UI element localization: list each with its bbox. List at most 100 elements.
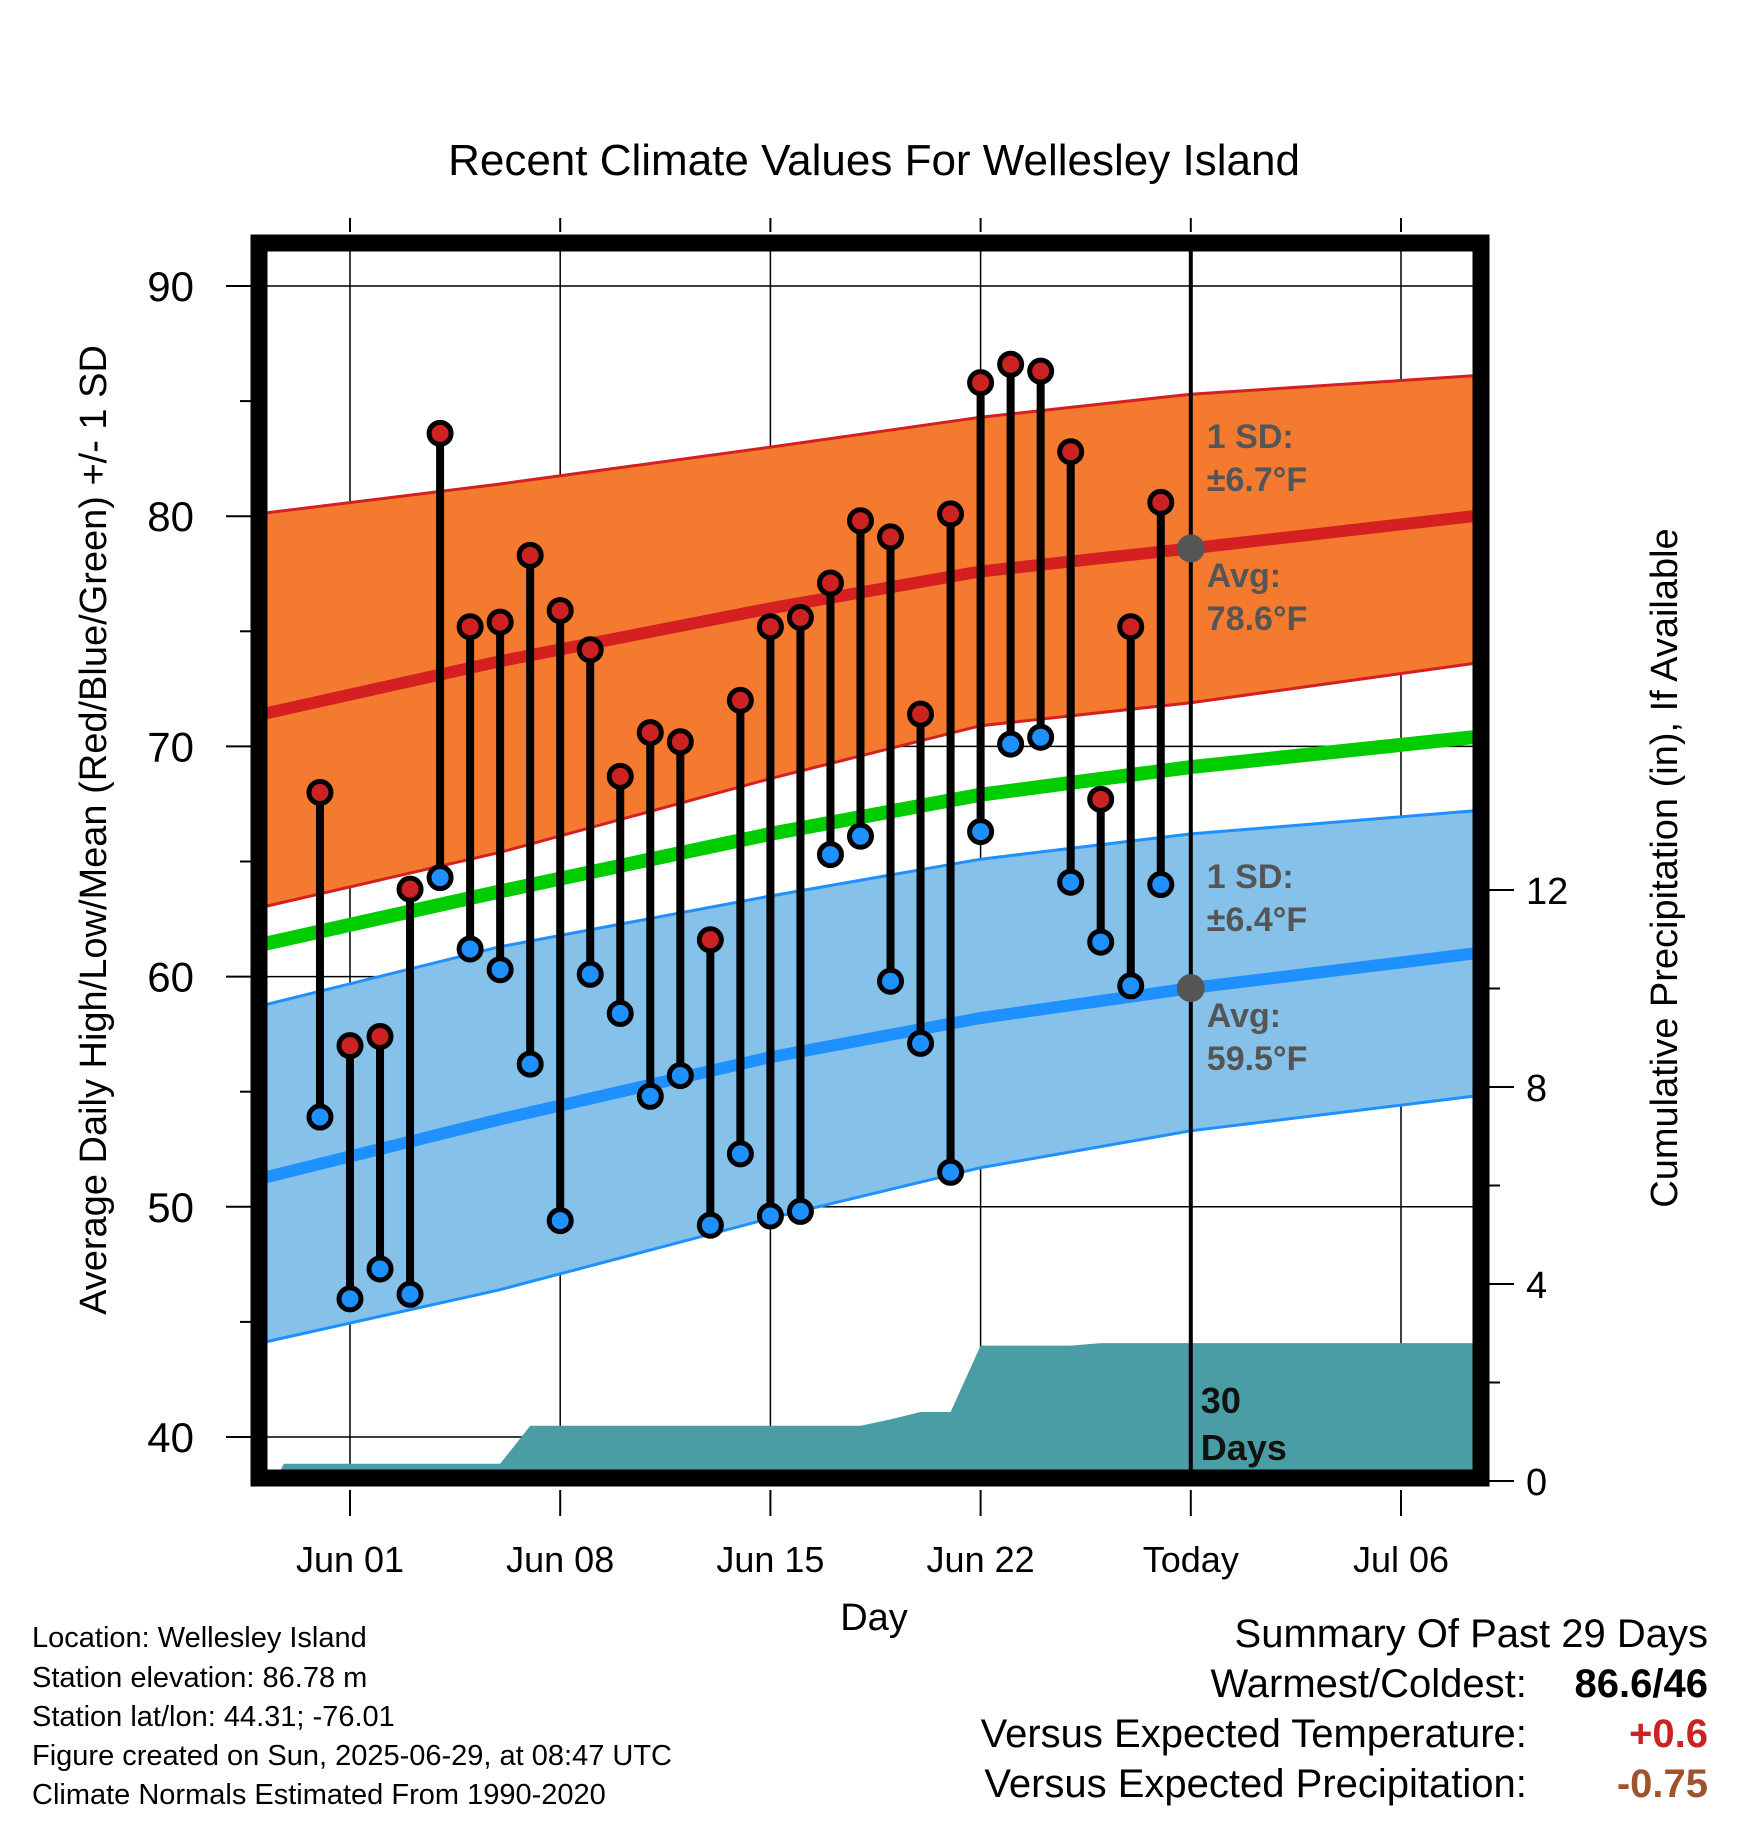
obs-low-point: [366, 1255, 394, 1283]
obs-low-point: [456, 935, 484, 963]
x-tick-label: Jun 08: [506, 1539, 614, 1580]
y2-tick-label: 4: [1526, 1265, 1547, 1307]
obs-high-point: [396, 875, 424, 903]
obs-low-point: [756, 1202, 784, 1230]
obs-low-point: [396, 1280, 424, 1308]
obs-low-point: [997, 730, 1025, 758]
precip-area: [278, 1343, 1474, 1475]
info-latlon: Station lat/lon: 44.31; -76.01: [32, 1701, 395, 1733]
summary-temp-label: Versus Expected Temperature:: [980, 1712, 1527, 1756]
y-tick-label: 60: [147, 954, 194, 1001]
info-created: Figure created on Sun, 2025-06-29, at 08…: [32, 1740, 672, 1772]
obs-high-point: [786, 603, 814, 631]
obs-low-point: [1147, 871, 1175, 899]
y-tick-label: 90: [147, 263, 194, 310]
x-tick-label: Jun 01: [296, 1539, 404, 1580]
obs-low-point: [576, 960, 604, 988]
obs-high-point: [696, 926, 724, 954]
low-avg-title: Avg:: [1207, 997, 1281, 1035]
obs-high-point: [967, 369, 995, 397]
high-avg-title: Avg:: [1207, 557, 1281, 595]
obs-high-point: [456, 613, 484, 641]
y-tick-label: 70: [147, 723, 194, 770]
low-sd-lower-line: [262, 1094, 1474, 1345]
y-axis-label: Average Daily High/Low/Mean (Red/Blue/Gr…: [73, 345, 115, 1315]
obs-low-point: [786, 1197, 814, 1225]
obs-high-point: [997, 350, 1025, 378]
obs-low-point: [1057, 868, 1085, 896]
obs-high-point: [1057, 438, 1085, 466]
high-avg-value: 78.6°F: [1207, 600, 1308, 638]
obs-high-point: [756, 613, 784, 641]
normal-low-line: [262, 947, 1474, 1185]
x-tick-label: Today: [1143, 1539, 1239, 1580]
high-sd-value: ±6.7°F: [1207, 461, 1307, 499]
summary-temp-value: +0.6: [1629, 1712, 1708, 1756]
x-axis-label: Day: [840, 1597, 908, 1639]
obs-high-point: [426, 419, 454, 447]
y2-axis-label: Cumulative Precipitation (in), If Availa…: [1644, 528, 1686, 1207]
obs-low-point: [937, 1158, 965, 1186]
chart-title: Recent Climate Values For Wellesley Isla…: [448, 136, 1300, 185]
y2-tick-label: 12: [1526, 871, 1568, 913]
plot-frame: [250, 234, 1490, 1487]
obs-high-point: [516, 541, 544, 569]
obs-low-point: [696, 1211, 724, 1239]
obs-high-point: [1117, 613, 1145, 641]
obs-high-point: [546, 597, 574, 625]
summary-warmest-row: Warmest/Coldest: 86.6/46: [1211, 1662, 1709, 1707]
summary-precip-label: Versus Expected Precipitation:: [984, 1762, 1527, 1806]
obs-low-point: [516, 1050, 544, 1078]
y-tick-label: 50: [147, 1184, 194, 1231]
obs-high-point: [877, 523, 905, 551]
obs-low-point: [426, 864, 454, 892]
obs-high-point: [1027, 357, 1055, 385]
obs-high-point: [336, 1032, 364, 1060]
obs-low-point: [726, 1140, 754, 1168]
today-high-avg-marker: [1176, 534, 1205, 563]
obs-low-point: [846, 822, 874, 850]
today-days-label-1: 30: [1201, 1380, 1241, 1421]
today-days-label-2: Days: [1201, 1427, 1287, 1468]
obs-low-point: [666, 1062, 694, 1090]
obs-high-point: [366, 1022, 394, 1050]
info-normals: Climate Normals Estimated From 1990-2020: [32, 1779, 606, 1811]
plot-content: 1 SD: ±6.7°F Avg: 78.6°F 1 SD: ±6.4°F Avg: 59.5…: [262, 246, 1478, 1475]
obs-high-point: [606, 762, 634, 790]
high-sd-lower-line: [262, 662, 1474, 909]
obs-high-point: [306, 778, 334, 806]
obs-low-point: [486, 956, 514, 984]
normal-high-line: [262, 510, 1474, 721]
obs-high-point: [1087, 785, 1115, 813]
obs-low-point: [336, 1285, 364, 1313]
normal-mean-line: [262, 730, 1474, 952]
y2-tick-label: 8: [1526, 1068, 1547, 1110]
obs-high-point: [726, 686, 754, 714]
plot-area: 1 SD: ±6.7°F Avg: 78.6°F 1 SD: ±6.4°F Avg: 59.5…: [147, 218, 1568, 1580]
obs-low-point: [606, 999, 634, 1027]
obs-low-point: [877, 967, 905, 995]
obs-low-point: [816, 841, 844, 869]
obs-high-point: [846, 507, 874, 535]
summary-title: Summary Of Past 29 Days: [1234, 1612, 1708, 1656]
high-sd-upper-line: [262, 374, 1474, 515]
low-sd-title: 1 SD:: [1207, 858, 1294, 896]
obs-high-point: [1147, 488, 1175, 516]
x-tick-label: Jun 15: [716, 1539, 824, 1580]
obs-high-point: [937, 500, 965, 528]
today-low-avg-marker: [1176, 974, 1205, 1003]
summary-warmest-label: Warmest/Coldest:: [1210, 1662, 1527, 1706]
x-tick-label: Jun 22: [927, 1539, 1035, 1580]
y2-tick-label: 0: [1526, 1462, 1547, 1504]
info-location: Location: Wellesley Island: [32, 1622, 367, 1654]
obs-high-point: [636, 719, 664, 747]
obs-low-point: [1117, 972, 1145, 1000]
x-tick-label: Jul 06: [1353, 1539, 1449, 1580]
obs-low-point: [1027, 723, 1055, 751]
obs-high-point: [576, 636, 604, 664]
obs-low-point: [636, 1082, 664, 1110]
y-tick-label: 80: [147, 493, 194, 540]
obs-high-point: [816, 569, 844, 597]
obs-low-point: [1087, 928, 1115, 956]
